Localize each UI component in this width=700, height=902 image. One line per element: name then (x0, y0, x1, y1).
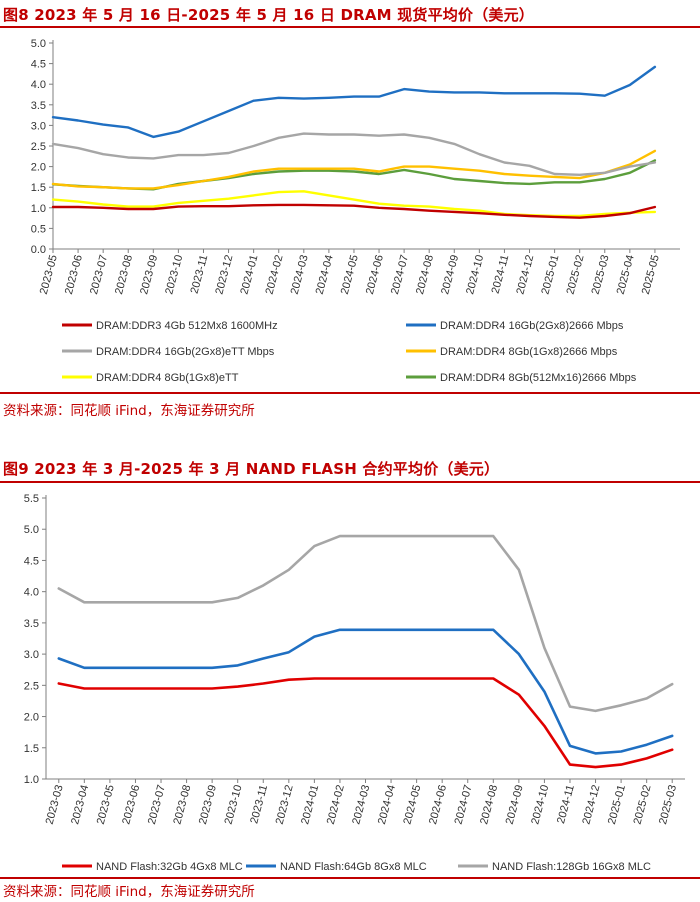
legend-label: DRAM:DDR3 4Gb 512Mx8 1600MHz (96, 320, 278, 332)
x-tick-label: 2024-12 (580, 784, 602, 826)
x-tick-label: 2023-11 (189, 254, 211, 295)
x-tick-label: 2023-09 (138, 254, 160, 296)
y-tick-label: 1.0 (31, 203, 46, 215)
x-tick-label: 2024-12 (514, 254, 536, 296)
series-line (57, 677, 674, 769)
x-tick-label: 2023-11 (248, 784, 270, 825)
x-tick-label: 2023-06 (63, 254, 85, 296)
x-tick-label: 2024-07 (389, 254, 411, 296)
figure-8-bottom-rule (0, 392, 700, 394)
y-tick-label: 2.0 (31, 162, 46, 174)
series-line (57, 628, 674, 755)
y-tick-label: 4.5 (24, 555, 39, 567)
x-tick-label: 2023-03 (44, 784, 66, 826)
legend-label: NAND Flash:64Gb 8Gx8 MLC (280, 861, 427, 873)
y-tick-label: 5.0 (31, 38, 46, 50)
figure-8-source: 资料来源：同花顺 iFind，东海证券研究所 (3, 403, 255, 419)
legend-label: DRAM:DDR4 16Gb(2Gx8)eTT Mbps (96, 346, 275, 358)
x-tick-label: 2023-07 (88, 254, 110, 296)
x-tick-label: 2025-05 (640, 254, 662, 296)
x-tick-label: 2024-01 (238, 254, 260, 296)
x-tick-label: 2024-09 (439, 254, 461, 296)
x-tick-label: 2023-09 (197, 784, 219, 826)
x-tick-label: 2024-11 (490, 254, 512, 295)
y-tick-label: 1.5 (24, 743, 39, 755)
y-tick-label: 0.0 (31, 244, 46, 256)
legend-label: DRAM:DDR4 8Gb(1Gx8)2666 Mbps (440, 346, 618, 358)
y-tick-label: 2.0 (24, 712, 39, 724)
legend-label: DRAM:DDR4 8Gb(1Gx8)eTT (96, 372, 239, 384)
x-tick-label: 2023-04 (69, 784, 91, 826)
x-tick-label: 2024-05 (339, 254, 361, 296)
x-tick-label: 2024-06 (364, 254, 386, 296)
x-tick-label: 2024-06 (427, 784, 449, 826)
x-tick-label: 2025-02 (632, 784, 654, 826)
x-tick-label: 2023-10 (223, 784, 245, 826)
x-tick-label: 2025-04 (615, 254, 637, 296)
y-tick-label: 4.0 (24, 587, 39, 599)
x-tick-label: 2023-05 (95, 784, 117, 826)
y-tick-label: 3.5 (31, 100, 46, 112)
x-tick-label: 2025-02 (565, 254, 587, 296)
y-tick-label: 1.5 (31, 182, 46, 194)
x-tick-label: 2023-06 (120, 784, 142, 826)
x-tick-label: 2024-03 (350, 784, 372, 826)
x-tick-label: 2023-05 (38, 254, 60, 296)
y-tick-label: 4.0 (31, 79, 46, 91)
x-tick-label: 2024-02 (264, 254, 286, 296)
x-tick-label: 2025-01 (606, 784, 628, 826)
y-tick-label: 5.0 (24, 524, 39, 536)
series-line (51, 149, 657, 190)
figure-8-title: 图8 2023 年 5 月 16 日-2025 年 5 月 16 日 DRAM … (3, 6, 535, 24)
figure-9-title: 图9 2023 年 3 月-2025 年 3 月 NAND FLASH 合约平均… (3, 460, 500, 478)
legend-label: DRAM:DDR4 8Gb(512Mx16)2666 Mbps (440, 372, 637, 384)
x-tick-label: 2024-10 (464, 254, 486, 296)
y-tick-label: 3.0 (24, 649, 39, 661)
figure-9-bottom-rule (0, 877, 700, 879)
y-tick-label: 1.0 (24, 774, 39, 786)
y-tick-label: 0.5 (31, 223, 46, 235)
x-tick-label: 2024-11 (555, 784, 577, 825)
y-tick-label: 4.5 (31, 59, 46, 71)
figure-9-source: 资料来源：同花顺 iFind，东海证券研究所 (3, 884, 255, 900)
x-tick-label: 2023-08 (171, 784, 193, 826)
x-tick-label: 2024-01 (299, 784, 321, 826)
figure-8-top-rule (0, 26, 700, 28)
x-tick-label: 2024-07 (453, 784, 475, 826)
x-tick-label: 2023-12 (274, 784, 296, 826)
x-tick-label: 2023-08 (113, 254, 135, 296)
series-line (51, 203, 657, 219)
y-tick-label: 2.5 (31, 141, 46, 153)
x-tick-label: 2024-10 (529, 784, 551, 826)
series-line (51, 190, 657, 218)
x-tick-label: 2024-05 (401, 784, 423, 826)
legend-label: NAND Flash:128Gb 16Gx8 MLC (492, 861, 651, 873)
legend-label: DRAM:DDR4 16Gb(2Gx8)2666 Mbps (440, 320, 624, 332)
x-tick-label: 2025-03 (590, 254, 612, 296)
y-tick-label: 2.5 (24, 680, 39, 692)
y-tick-label: 3.5 (24, 618, 39, 630)
x-tick-label: 2024-04 (314, 254, 336, 296)
series-line (57, 534, 674, 713)
x-tick-label: 2025-03 (657, 784, 679, 826)
x-tick-label: 2024-08 (478, 784, 500, 826)
dram-spot-price-chart: 5.0 4.5 4.0 3.5 3.0 2.5 2.0 1.5 1.0 0.5 0.02023-05… (31, 38, 680, 384)
x-tick-label: 2025-01 (539, 254, 561, 296)
y-tick-label: 5.5 (24, 493, 39, 505)
x-tick-label: 2024-04 (376, 784, 398, 826)
series-line (51, 65, 657, 139)
x-tick-label: 2024-02 (325, 784, 347, 826)
x-tick-label: 2024-08 (414, 254, 436, 296)
legend-label: NAND Flash:32Gb 4Gx8 MLC (96, 861, 243, 873)
figure-9-top-rule (0, 481, 700, 483)
series-line (51, 132, 657, 177)
x-tick-label: 2023-07 (146, 784, 168, 826)
x-tick-label: 2023-12 (213, 254, 235, 296)
y-tick-label: 3.0 (31, 120, 46, 132)
x-tick-label: 2023-10 (163, 254, 185, 296)
x-tick-label: 2024-03 (289, 254, 311, 296)
x-tick-label: 2024-09 (504, 784, 526, 826)
